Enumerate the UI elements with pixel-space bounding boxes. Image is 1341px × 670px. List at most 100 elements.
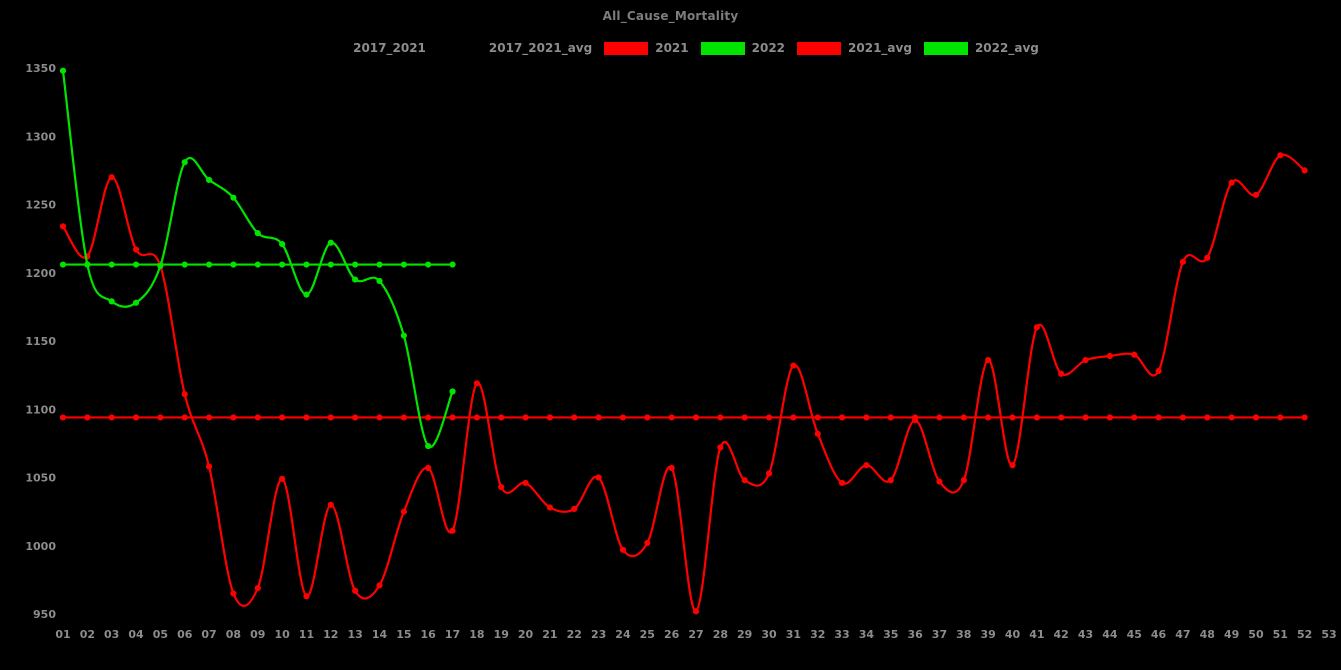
legend-label: 2022 xyxy=(751,41,786,55)
series-marker-2021 xyxy=(985,357,992,364)
series-marker-2021 xyxy=(522,479,529,487)
series-marker-2021_avg xyxy=(1277,414,1284,421)
x-tick-label: 26 xyxy=(664,628,680,641)
series-marker-2021_avg xyxy=(546,414,554,421)
series-marker-2022 xyxy=(132,299,140,306)
series-marker-2021_avg xyxy=(400,414,407,421)
x-tick-label: 18 xyxy=(469,628,484,641)
series-marker-2021 xyxy=(717,444,724,451)
series-marker-2021 xyxy=(936,478,943,485)
x-tick-label: 50 xyxy=(1248,628,1264,641)
series-marker-2021_avg xyxy=(887,414,894,421)
series-marker-2021 xyxy=(498,483,505,491)
x-tick-label: 05 xyxy=(153,628,168,641)
series-marker-2021_avg xyxy=(522,414,529,421)
legend-swatch-2021_avg xyxy=(797,41,842,55)
series-marker-2022_avg xyxy=(205,261,213,268)
series-marker-2022 xyxy=(449,388,456,395)
x-tick-label: 34 xyxy=(859,628,875,641)
series-marker-2021_avg xyxy=(960,414,967,421)
x-tick-label: 33 xyxy=(834,628,849,641)
series-marker-2022_avg xyxy=(352,261,359,268)
series-marker-2021_avg xyxy=(717,414,724,421)
series-marker-2021 xyxy=(1033,324,1040,331)
series-marker-2022_avg xyxy=(132,261,140,268)
series-marker-2022 xyxy=(425,443,432,450)
x-tick-label: 46 xyxy=(1151,628,1167,641)
series-marker-2022 xyxy=(376,277,383,285)
series-marker-2021_avg xyxy=(838,414,846,421)
series-marker-2021 xyxy=(546,504,554,511)
series-marker-2021 xyxy=(838,479,846,487)
series-marker-2021 xyxy=(765,470,773,477)
series-marker-2022 xyxy=(84,261,91,268)
series-marker-2021_avg xyxy=(936,414,943,421)
series-marker-2021 xyxy=(400,508,407,515)
x-tick-label: 02 xyxy=(80,628,95,641)
x-tick-label: 19 xyxy=(494,628,509,641)
series-marker-2022 xyxy=(230,194,237,201)
series-marker-2021_avg xyxy=(473,414,480,421)
x-tick-label: 49 xyxy=(1224,628,1239,641)
x-tick-label: 32 xyxy=(810,628,825,641)
series-marker-2021_avg xyxy=(1009,414,1016,421)
series-marker-2021_avg xyxy=(1033,414,1040,421)
series-marker-2021 xyxy=(376,582,383,589)
x-tick-label: 29 xyxy=(737,628,752,641)
legend-item-2017_2021: 2017_2021 xyxy=(302,41,426,55)
series-marker-2022_avg xyxy=(400,261,407,268)
x-tick-label: 24 xyxy=(615,628,631,641)
series-marker-2021_avg xyxy=(1252,414,1260,421)
series-marker-2022 xyxy=(181,159,188,166)
x-tick-label: 11 xyxy=(299,628,314,641)
x-tick-label: 38 xyxy=(956,628,971,641)
series-marker-2021_avg xyxy=(1204,414,1211,421)
series-marker-2021_avg xyxy=(279,414,286,421)
series-marker-2021 xyxy=(741,477,748,484)
series-marker-2021 xyxy=(960,477,967,484)
y-tick-label: 1000 xyxy=(25,540,56,553)
x-tick-label: 52 xyxy=(1297,628,1312,641)
x-tick-label: 20 xyxy=(518,628,534,641)
series-marker-2022 xyxy=(59,67,67,74)
x-tick-label: 27 xyxy=(688,628,703,641)
series-marker-2021 xyxy=(254,584,261,592)
series-marker-2021 xyxy=(595,474,602,481)
series-marker-2021 xyxy=(571,505,578,512)
series-marker-2021_avg xyxy=(425,414,432,421)
series-marker-2021_avg xyxy=(181,414,188,421)
series-marker-2022 xyxy=(254,230,261,237)
series-marker-2022_avg xyxy=(327,261,334,268)
series-marker-2021_avg xyxy=(230,414,237,421)
series-marker-2022 xyxy=(108,298,115,305)
x-tick-label: 37 xyxy=(932,628,947,641)
legend-swatch-2022_avg xyxy=(923,41,968,55)
series-marker-2022_avg xyxy=(303,261,310,268)
series-marker-2021 xyxy=(790,362,797,369)
legend-swatch-2017_2021_avg xyxy=(437,41,482,55)
series-marker-2022_avg xyxy=(376,261,383,268)
series-marker-2021 xyxy=(279,475,286,482)
series-marker-2021_avg xyxy=(1228,414,1235,421)
legend-item-2021_avg: 2021_avg xyxy=(797,41,912,55)
x-tick-label: 13 xyxy=(347,628,362,641)
x-tick-label: 28 xyxy=(713,628,728,641)
series-marker-2022 xyxy=(205,176,213,184)
series-marker-2021_avg xyxy=(108,414,115,421)
series-marker-2022 xyxy=(279,240,286,248)
series-marker-2021_avg xyxy=(1082,414,1089,421)
series-marker-2021_avg xyxy=(619,414,627,421)
series-marker-2021 xyxy=(449,527,456,534)
x-tick-label: 21 xyxy=(542,628,557,641)
series-marker-2021_avg xyxy=(303,414,310,421)
series-marker-2021 xyxy=(205,463,213,470)
legend: 2017_2021 2017_2021_avg 2021 2022 2021_avg 20… xyxy=(0,41,1341,55)
x-tick-label: 47 xyxy=(1175,628,1190,641)
series-marker-2021 xyxy=(644,539,651,547)
series-marker-2021 xyxy=(230,590,237,597)
series-marker-2021 xyxy=(352,587,359,594)
chart-title: All_Cause_Mortality xyxy=(602,9,739,23)
legend-swatch-2021 xyxy=(604,41,649,55)
series-marker-2021_avg xyxy=(1179,414,1187,421)
series-marker-2021 xyxy=(1277,152,1284,159)
